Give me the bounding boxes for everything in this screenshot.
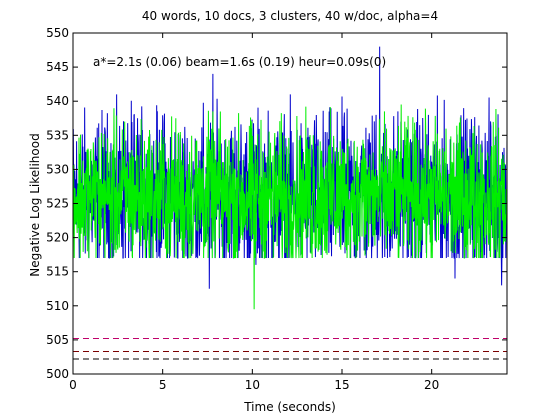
y-tick-label: 540	[46, 94, 69, 108]
y-tick-label: 525	[46, 197, 69, 211]
y-tick-label: 535	[46, 128, 69, 142]
x-tick-label: 20	[424, 378, 439, 392]
y-tick-label: 530	[46, 162, 69, 176]
x-tick-label: 5	[159, 378, 167, 392]
timing-annotation: a*=2.1s (0.06) beam=1.6s (0.19) heur=0.0…	[93, 55, 386, 69]
chart-title: 40 words, 10 docs, 3 clusters, 40 w/doc,…	[142, 9, 438, 23]
x-axis-label: Time (seconds)	[243, 400, 336, 414]
y-tick-label: 515	[46, 265, 69, 279]
y-tick-label: 500	[46, 367, 69, 381]
y-tick-label: 520	[46, 231, 69, 245]
x-tick-label: 0	[69, 378, 77, 392]
y-tick-label: 505	[46, 333, 69, 347]
y-tick-label: 545	[46, 60, 69, 74]
x-tick-label: 10	[245, 378, 260, 392]
plot-area: 0 5 10 15 2050050551051552052553053554054555…	[46, 26, 508, 392]
series-line-1	[73, 104, 507, 310]
y-axis-label: Negative Log Likelihood	[28, 133, 42, 276]
y-tick-label: 550	[46, 26, 69, 40]
y-tick-label: 510	[46, 299, 69, 313]
x-tick-label: 15	[334, 378, 349, 392]
